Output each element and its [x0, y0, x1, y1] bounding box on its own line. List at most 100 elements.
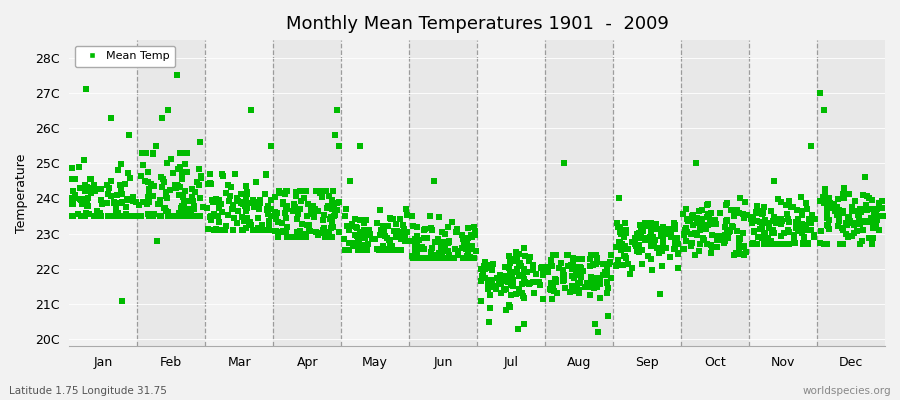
Point — [618, 253, 633, 259]
Point — [300, 212, 314, 219]
Point — [383, 237, 398, 244]
Point — [113, 200, 128, 206]
Point — [456, 255, 471, 262]
Point — [764, 228, 778, 235]
Point — [381, 246, 395, 253]
Point — [739, 249, 753, 255]
Point — [442, 252, 456, 258]
Point — [652, 247, 667, 253]
Point — [101, 213, 115, 219]
Point — [323, 204, 338, 210]
Point — [756, 210, 770, 217]
Point — [359, 230, 374, 237]
Point — [710, 233, 724, 239]
Point — [346, 243, 360, 250]
Point — [845, 208, 859, 214]
Point — [510, 255, 525, 262]
Point — [248, 199, 262, 206]
Point — [650, 226, 664, 232]
Point — [351, 243, 365, 250]
Point — [212, 197, 227, 204]
Point — [710, 243, 724, 250]
Point — [676, 246, 690, 252]
Point — [202, 226, 216, 233]
Point — [278, 190, 293, 197]
Point — [141, 189, 156, 196]
Point — [451, 252, 465, 258]
Point — [733, 244, 747, 251]
Point — [493, 290, 508, 296]
Point — [474, 278, 489, 285]
Point — [566, 258, 580, 264]
Point — [167, 182, 182, 188]
Point — [317, 212, 331, 218]
Point — [370, 246, 384, 252]
Point — [428, 252, 442, 258]
Point — [528, 279, 543, 286]
Point — [357, 246, 372, 253]
Point — [876, 212, 890, 219]
Point — [253, 227, 267, 233]
Point — [859, 202, 873, 209]
Point — [176, 204, 191, 210]
Bar — [274, 40, 341, 346]
Point — [314, 193, 328, 200]
Point — [863, 216, 878, 222]
Point — [157, 204, 171, 211]
Point — [710, 232, 724, 239]
Point — [656, 240, 670, 247]
Point — [506, 283, 520, 290]
Point — [135, 150, 149, 156]
Point — [162, 213, 176, 219]
Point — [437, 255, 452, 262]
Point — [261, 202, 275, 209]
Point — [557, 285, 572, 291]
Point — [161, 209, 176, 215]
Point — [485, 278, 500, 284]
Point — [264, 206, 278, 212]
Point — [155, 184, 169, 190]
Point — [717, 234, 732, 240]
Point — [627, 234, 642, 241]
Point — [322, 234, 337, 240]
Point — [209, 225, 223, 232]
Point — [300, 222, 314, 228]
Point — [724, 223, 739, 230]
Point — [582, 256, 597, 262]
Point — [381, 223, 395, 230]
Point — [67, 195, 81, 202]
Point — [298, 231, 312, 237]
Point — [631, 242, 645, 248]
Point — [346, 240, 360, 246]
Point — [497, 287, 511, 294]
Point — [790, 207, 805, 214]
Point — [119, 204, 133, 211]
Point — [581, 284, 596, 291]
Point — [469, 248, 483, 254]
Point — [836, 227, 850, 234]
Point — [286, 206, 301, 213]
Point — [113, 161, 128, 167]
Point — [617, 232, 632, 238]
Point — [260, 206, 274, 213]
Text: Latitude 1.75 Longitude 31.75: Latitude 1.75 Longitude 31.75 — [9, 386, 166, 396]
Point — [347, 242, 362, 249]
Point — [303, 228, 318, 235]
Point — [685, 240, 699, 247]
Point — [94, 196, 109, 203]
Point — [236, 227, 250, 233]
Point — [852, 241, 867, 248]
Point — [152, 213, 166, 219]
Point — [262, 221, 276, 227]
Point — [410, 248, 425, 255]
Point — [644, 220, 658, 226]
Point — [726, 212, 741, 219]
Point — [536, 268, 550, 275]
Point — [642, 222, 656, 229]
Point — [317, 226, 331, 232]
Point — [427, 178, 441, 184]
Point — [823, 204, 837, 210]
Point — [460, 236, 474, 242]
Point — [482, 276, 497, 283]
Point — [100, 182, 114, 189]
